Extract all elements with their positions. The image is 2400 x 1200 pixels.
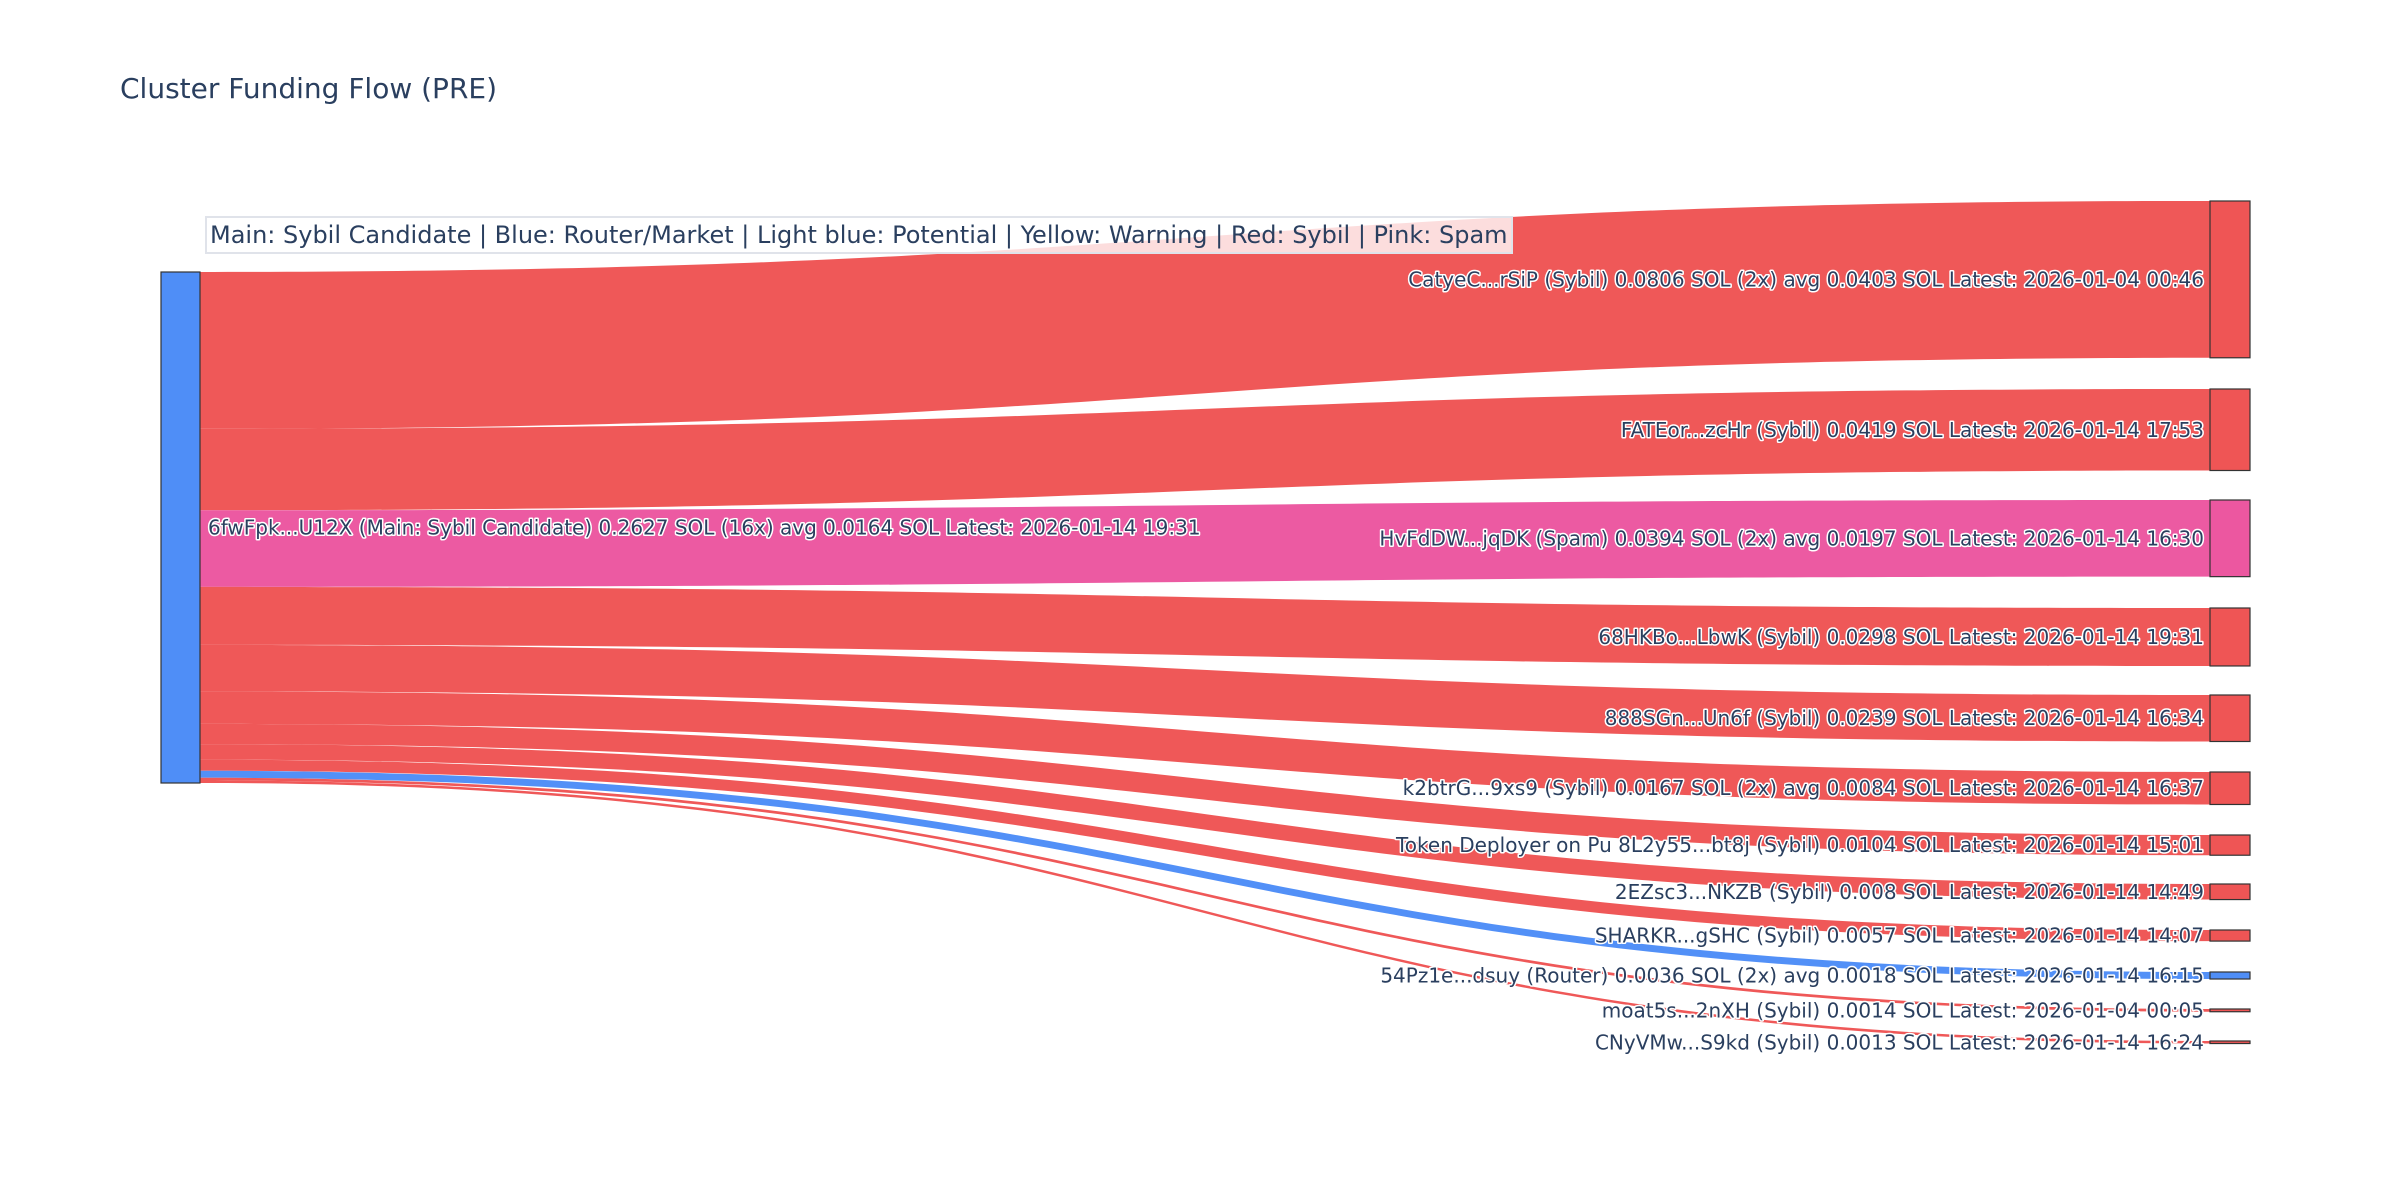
target-node-label: moat5s...2nXH (Sybil) 0.0014 SOL Latest:…: [1602, 998, 2204, 1022]
flow-link[interactable]: [200, 780, 2210, 1044]
target-node[interactable]: [2209, 499, 2251, 578]
target-node-label: 68HKBo...LbwK (Sybil) 0.0298 SOL Latest:…: [1598, 625, 2204, 649]
target-node[interactable]: [2209, 929, 2251, 942]
source-node[interactable]: [160, 271, 201, 784]
target-node-label: CatyeC...rSiP (Sybil) 0.0806 SOL (2x) av…: [1408, 267, 2204, 291]
flow-link[interactable]: [200, 389, 2210, 511]
flow-link[interactable]: [200, 201, 2210, 429]
flow-link[interactable]: [200, 759, 2210, 942]
flow-link[interactable]: [200, 500, 2210, 587]
target-node[interactable]: [2209, 200, 2251, 359]
target-node[interactable]: [2209, 834, 2251, 856]
flow-link[interactable]: [200, 744, 2210, 900]
target-node-label: Token Deployer on Pu 8L2y55...bt8j (Sybi…: [1395, 833, 2204, 857]
target-node[interactable]: [2209, 607, 2251, 667]
target-node-label: 888SGn...Un6f (Sybil) 0.0239 SOL Latest:…: [1605, 706, 2204, 730]
target-node-label: k2btrG...9xs9 (Sybil) 0.0167 SOL (2x) av…: [1403, 776, 2204, 800]
target-node[interactable]: [2209, 694, 2251, 743]
target-node-label: 2EZsc3...NKZB (Sybil) 0.008 SOL Latest: …: [1615, 880, 2204, 904]
target-node[interactable]: [2209, 883, 2251, 901]
flow-link[interactable]: [200, 586, 2210, 666]
flow-link[interactable]: [200, 723, 2210, 856]
target-node-label: HvFdDW...jqDK (Spam) 0.0394 SOL (2x) avg…: [1379, 526, 2204, 550]
flow-link[interactable]: [200, 691, 2210, 805]
target-node-label: SHARKR...gSHC (Sybil) 0.0057 SOL Latest:…: [1595, 924, 2204, 948]
nodes: [160, 200, 2251, 1045]
flow-link[interactable]: [200, 777, 2210, 1012]
links: [200, 201, 2210, 1044]
target-node[interactable]: [2209, 1040, 2251, 1045]
target-node-label: FATEor...zcHr (Sybil) 0.0419 SOL Latest:…: [1621, 418, 2204, 442]
flow-link[interactable]: [200, 770, 2210, 980]
flow-link[interactable]: [200, 644, 2210, 742]
target-node[interactable]: [2209, 388, 2251, 472]
target-node-label: CNyVMw...S9kd (Sybil) 0.0013 SOL Latest:…: [1595, 1030, 2204, 1054]
target-node[interactable]: [2209, 771, 2251, 806]
chart-title: Cluster Funding Flow (PRE): [120, 72, 498, 105]
target-node[interactable]: [2209, 1008, 2251, 1013]
target-node-label: 54Pz1e...dsuy (Router) 0.0036 SOL (2x) a…: [1380, 964, 2204, 988]
legend-annotation: Main: Sybil Candidate | Blue: Router/Mar…: [205, 216, 1513, 254]
target-node[interactable]: [2209, 971, 2251, 980]
labels: CatyeC...rSiP (Sybil) 0.0806 SOL (2x) av…: [207, 266, 2206, 1056]
source-node-label: 6fwFpk...U12X (Main: Sybil Candidate) 0.…: [208, 516, 1201, 540]
